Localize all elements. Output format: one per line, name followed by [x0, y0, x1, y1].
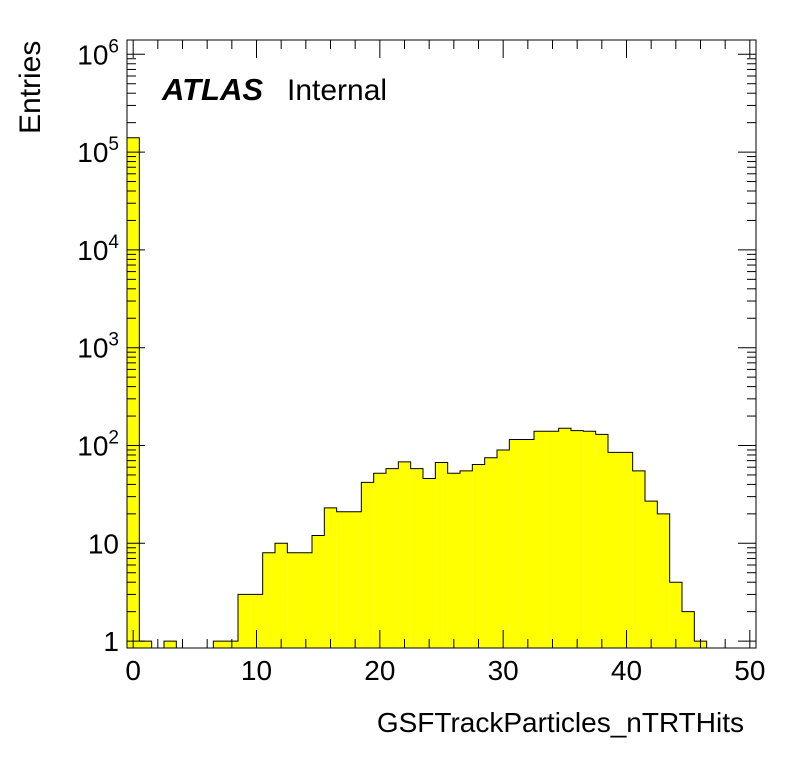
histogram-bar [595, 434, 608, 648]
histogram-bar [213, 641, 226, 648]
histogram-bar [164, 641, 177, 648]
x-tick-label: 40 [611, 655, 642, 686]
x-tick-label: 20 [364, 655, 395, 686]
histogram-bar [398, 461, 411, 648]
atlas-label: ATLAS [161, 72, 263, 107]
histogram-bar [546, 431, 559, 648]
plot-frame [126, 39, 757, 649]
histogram-bar [410, 468, 423, 648]
histogram-bar [460, 470, 473, 648]
histogram-bar [275, 543, 288, 648]
y-tick-label: 104 [77, 232, 119, 266]
histogram-bar [521, 439, 534, 648]
histogram-bar [645, 501, 658, 648]
histogram-bar [509, 439, 522, 648]
x-tick-label: 0 [125, 655, 141, 686]
x-axis-title: GSFTrackParticles_nTRTHits [377, 707, 744, 738]
histogram-outline [126, 137, 756, 649]
histogram-bar [349, 511, 362, 648]
histogram-bar [608, 452, 621, 648]
y-tick-label: 103 [77, 330, 119, 364]
x-tick-labels: 0 10 20 30 40 50 [125, 655, 765, 686]
histogram-bar [287, 552, 300, 648]
histogram-bar [262, 552, 275, 648]
histogram-bar [497, 449, 510, 648]
histogram-bar [423, 478, 436, 648]
histogram-bar [250, 594, 263, 648]
histogram-bar [534, 431, 547, 648]
y-tick-label: 10 [88, 528, 119, 559]
histogram-bar [238, 594, 251, 648]
y-tick-label: 105 [77, 134, 119, 168]
histogram-bar [472, 464, 485, 648]
internal-label: Internal [287, 74, 387, 107]
histogram-bar [127, 137, 140, 648]
y-tick-label: 106 [77, 36, 119, 70]
histogram-bar [336, 511, 349, 648]
x-tick-label: 50 [734, 655, 765, 686]
histogram-bar [435, 462, 448, 648]
y-tick-label: 1 [103, 626, 119, 657]
histogram-bar [299, 552, 312, 648]
histogram-bar [386, 468, 399, 648]
histogram-bar [657, 513, 670, 648]
histogram-bars [127, 137, 707, 648]
histogram-bar [484, 457, 497, 648]
histogram-bar [312, 535, 325, 648]
y-tick-label: 102 [77, 427, 119, 461]
histogram-bar [620, 452, 633, 648]
histogram-bar [682, 611, 695, 648]
histogram-bar [361, 482, 374, 648]
axis-ticks [127, 40, 756, 648]
histogram-bar [583, 431, 596, 648]
histogram-bar [571, 430, 584, 648]
x-tick-label: 30 [488, 655, 519, 686]
histogram-bar [373, 473, 386, 648]
x-tick-label: 10 [241, 655, 272, 686]
histogram-bar [558, 428, 571, 648]
y-axis-title: Entries [14, 41, 47, 134]
histogram-bar [669, 582, 682, 648]
histogram-bar [447, 473, 460, 648]
histogram-bar [139, 641, 152, 648]
histogram-bar [324, 507, 337, 648]
y-tick-labels: 1 10 102 103 104 105 106 [77, 36, 119, 657]
histogram-bar [632, 470, 645, 648]
